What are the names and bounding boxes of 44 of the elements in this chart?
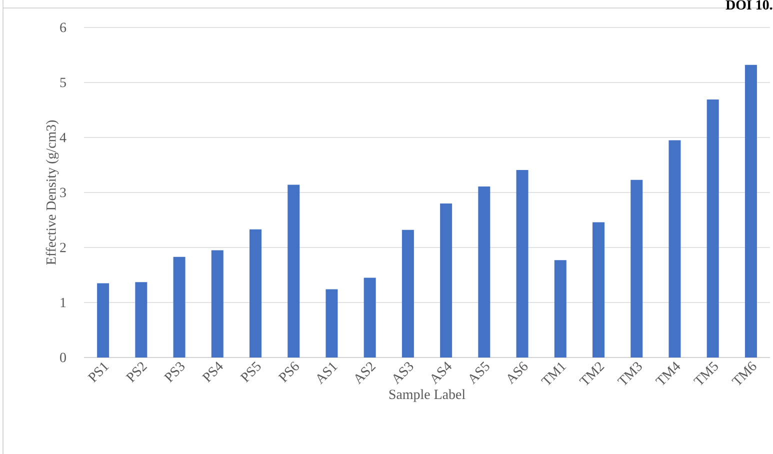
x-tick-label: TM1 (540, 362, 566, 386)
y-tick-label: 1 (60, 298, 66, 308)
x-tick-label: AS3 (393, 362, 414, 385)
bar (630, 180, 643, 358)
x-tick-label: TM3 (617, 362, 642, 386)
x-tick-label: PS3 (164, 362, 184, 383)
x-tick-label: PS1 (88, 362, 110, 383)
y-tick-label: 2 (60, 242, 66, 252)
x-tick-label: TM2 (579, 362, 604, 386)
x-tick-label: PS4 (202, 362, 223, 383)
x-tick-label: PS6 (278, 361, 299, 383)
bar (402, 230, 414, 358)
x-tick-label: AS1 (317, 362, 338, 385)
bar (440, 203, 452, 358)
y-tick-label: 6 (60, 22, 66, 32)
bar (516, 170, 528, 358)
y-tick-label: 5 (60, 78, 66, 88)
x-tick-label: AS4 (432, 362, 452, 385)
bar (135, 282, 148, 358)
bar (744, 64, 757, 358)
bar (97, 283, 110, 358)
bar (478, 186, 490, 358)
x-tick-label: AS2 (355, 362, 376, 385)
bar (211, 250, 224, 358)
text: DOI 10. (726, 0, 772, 10)
x-tick-label: TM4 (655, 362, 680, 386)
x-axis-title: Sample Label (389, 389, 466, 402)
x-tick-label: AS6 (508, 361, 528, 385)
bar (288, 184, 300, 358)
bar (326, 289, 338, 358)
y-axis-title: Effective Density (g/cm3) (46, 120, 59, 265)
y-tick-label: 0 (60, 352, 66, 362)
bar (173, 256, 186, 358)
bar (554, 260, 566, 358)
bar (668, 140, 681, 358)
x-tick-label: AS5 (470, 362, 490, 385)
x-tick-label: PS5 (240, 362, 261, 383)
y-tick-label: 4 (60, 132, 66, 142)
bar (364, 278, 376, 358)
x-tick-label: PS2 (126, 362, 148, 383)
bar (250, 229, 262, 358)
bar (592, 222, 605, 358)
y-tick-label: 3 (60, 188, 66, 198)
bar (706, 100, 719, 358)
